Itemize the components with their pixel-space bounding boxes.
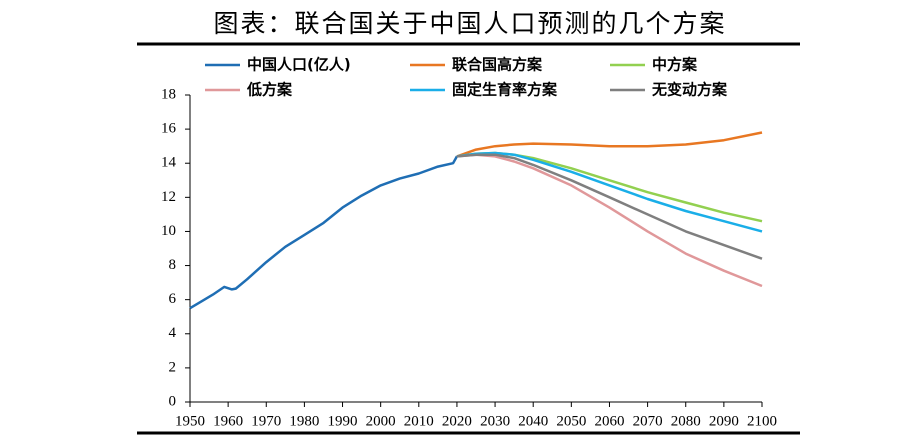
y-tick-label: 2 (169, 359, 177, 375)
x-tick-label: 2030 (480, 413, 510, 429)
x-tick-label: 1970 (251, 413, 281, 429)
y-tick-label: 8 (169, 257, 177, 273)
y-tick-label: 16 (161, 121, 177, 137)
series-line (456, 151, 763, 233)
y-tick-label: 18 (161, 86, 176, 102)
x-tick-label: 2080 (671, 413, 701, 429)
y-tick-label: 0 (169, 393, 177, 409)
x-tick-label: 1980 (289, 413, 319, 429)
y-tick-label: 6 (169, 291, 177, 307)
chart-title: 图表：联合国关于中国人口预测的几个方案 (213, 9, 726, 38)
x-tick-label: 1950 (175, 413, 205, 429)
x-tick-label: 2010 (404, 413, 434, 429)
x-tick-label: 2070 (633, 413, 663, 429)
x-tick-label: 2040 (518, 413, 548, 429)
y-tick-label: 12 (161, 189, 176, 205)
x-tick-label: 2090 (709, 413, 739, 429)
legend-label: 联合国高方案 (452, 56, 543, 74)
x-tick-label: 2000 (366, 413, 396, 429)
legend-label: 固定生育率方案 (452, 81, 558, 99)
y-tick-label: 14 (161, 155, 177, 171)
series-line (456, 153, 763, 260)
series-line (456, 151, 763, 223)
legend-label: 中方案 (652, 56, 698, 74)
y-tick-label: 10 (161, 223, 176, 239)
legend-label: 无变动方案 (651, 81, 728, 99)
legend-label: 中国人口(亿人) (247, 56, 351, 74)
legend-label: 低方案 (246, 81, 293, 99)
series-line (456, 131, 763, 158)
x-tick-label: 1960 (213, 413, 243, 429)
series-line (189, 155, 458, 310)
x-tick-label: 1990 (328, 413, 358, 429)
x-tick-label: 2060 (594, 413, 624, 429)
y-tick-label: 4 (169, 325, 177, 341)
x-tick-label: 2050 (556, 413, 586, 429)
x-tick-label: 2020 (442, 413, 472, 429)
x-tick-label: 2100 (747, 413, 777, 429)
